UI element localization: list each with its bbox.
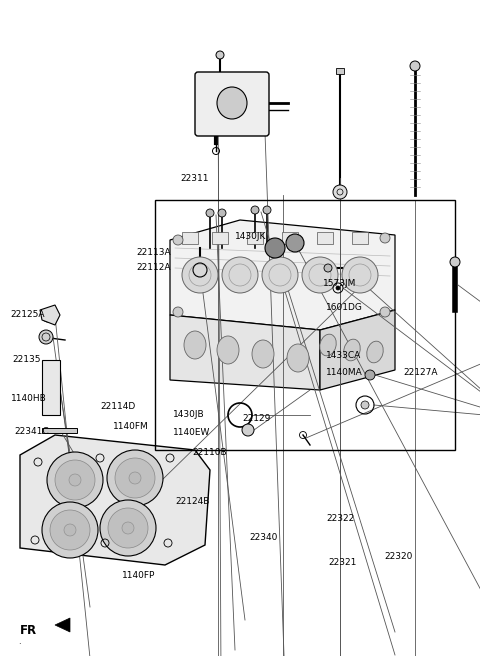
Text: 22341C: 22341C xyxy=(14,427,49,436)
Text: 22321: 22321 xyxy=(329,558,357,567)
Ellipse shape xyxy=(287,344,309,372)
Circle shape xyxy=(42,502,98,558)
Circle shape xyxy=(107,450,163,506)
Circle shape xyxy=(365,370,375,380)
Circle shape xyxy=(202,79,210,87)
Ellipse shape xyxy=(344,339,360,361)
Circle shape xyxy=(333,185,347,199)
Circle shape xyxy=(182,257,218,293)
Circle shape xyxy=(55,460,95,500)
Circle shape xyxy=(218,209,226,217)
Circle shape xyxy=(410,61,420,71)
Circle shape xyxy=(69,474,81,486)
Text: 22124B: 22124B xyxy=(175,497,210,506)
Circle shape xyxy=(286,234,304,252)
Circle shape xyxy=(254,121,262,129)
Ellipse shape xyxy=(252,340,274,368)
Polygon shape xyxy=(170,220,395,330)
Text: 1601DG: 1601DG xyxy=(326,302,363,312)
Text: 22340: 22340 xyxy=(250,533,278,543)
Text: 22129: 22129 xyxy=(242,414,271,423)
Text: 1430JK: 1430JK xyxy=(235,232,266,241)
Text: 22322: 22322 xyxy=(326,514,355,523)
Polygon shape xyxy=(20,435,210,565)
Text: 22113A: 22113A xyxy=(137,248,171,257)
FancyBboxPatch shape xyxy=(195,72,269,136)
Text: 22135: 22135 xyxy=(12,355,40,364)
Bar xyxy=(155,200,455,450)
Ellipse shape xyxy=(367,341,383,363)
Text: 22110B: 22110B xyxy=(192,448,227,457)
Polygon shape xyxy=(320,310,395,390)
Circle shape xyxy=(202,121,210,129)
Text: 22320: 22320 xyxy=(384,552,412,561)
Bar xyxy=(212,232,228,244)
Circle shape xyxy=(254,79,262,87)
Circle shape xyxy=(450,257,460,267)
Circle shape xyxy=(302,257,338,293)
Circle shape xyxy=(262,257,298,293)
Text: 22112A: 22112A xyxy=(137,263,171,272)
Circle shape xyxy=(47,452,103,508)
Text: 1433CA: 1433CA xyxy=(326,351,361,360)
Circle shape xyxy=(129,472,141,484)
Ellipse shape xyxy=(320,334,336,356)
Circle shape xyxy=(380,307,390,317)
Ellipse shape xyxy=(217,87,247,119)
Bar xyxy=(182,232,198,244)
Text: 1140MA: 1140MA xyxy=(326,368,363,377)
Circle shape xyxy=(263,206,271,214)
Bar xyxy=(247,232,263,244)
Circle shape xyxy=(50,510,90,550)
Text: 22127A: 22127A xyxy=(403,368,438,377)
Circle shape xyxy=(216,51,224,59)
Circle shape xyxy=(115,458,155,498)
Circle shape xyxy=(265,238,285,258)
Text: FR: FR xyxy=(20,623,37,636)
Circle shape xyxy=(242,424,254,436)
Polygon shape xyxy=(40,305,60,325)
Circle shape xyxy=(64,524,76,536)
Circle shape xyxy=(361,401,369,409)
Text: 1140HB: 1140HB xyxy=(11,394,46,403)
Text: 1430JB: 1430JB xyxy=(173,410,204,419)
Ellipse shape xyxy=(217,336,239,364)
Bar xyxy=(42,360,60,415)
Polygon shape xyxy=(170,315,320,390)
Circle shape xyxy=(222,257,258,293)
Text: 1573JM: 1573JM xyxy=(323,279,356,288)
Bar xyxy=(282,232,298,244)
Text: 1140EW: 1140EW xyxy=(173,428,210,438)
Bar xyxy=(317,232,333,244)
Bar xyxy=(336,68,344,74)
Ellipse shape xyxy=(184,331,206,359)
Text: 22311: 22311 xyxy=(180,174,208,183)
Circle shape xyxy=(108,508,148,548)
Circle shape xyxy=(324,264,332,272)
Circle shape xyxy=(173,307,183,317)
Text: 22125A: 22125A xyxy=(11,310,45,319)
Text: .: . xyxy=(18,638,21,647)
Circle shape xyxy=(251,206,259,214)
Text: 1140FP: 1140FP xyxy=(122,571,156,581)
Circle shape xyxy=(342,257,378,293)
Text: 1140FM: 1140FM xyxy=(113,422,148,431)
Circle shape xyxy=(380,233,390,243)
Circle shape xyxy=(122,522,134,534)
Circle shape xyxy=(336,286,340,290)
Polygon shape xyxy=(55,618,70,632)
Circle shape xyxy=(100,500,156,556)
Text: 22114D: 22114D xyxy=(101,402,136,411)
Circle shape xyxy=(206,209,214,217)
Circle shape xyxy=(173,235,183,245)
Bar xyxy=(42,428,77,433)
Bar xyxy=(352,232,368,244)
Circle shape xyxy=(39,330,53,344)
